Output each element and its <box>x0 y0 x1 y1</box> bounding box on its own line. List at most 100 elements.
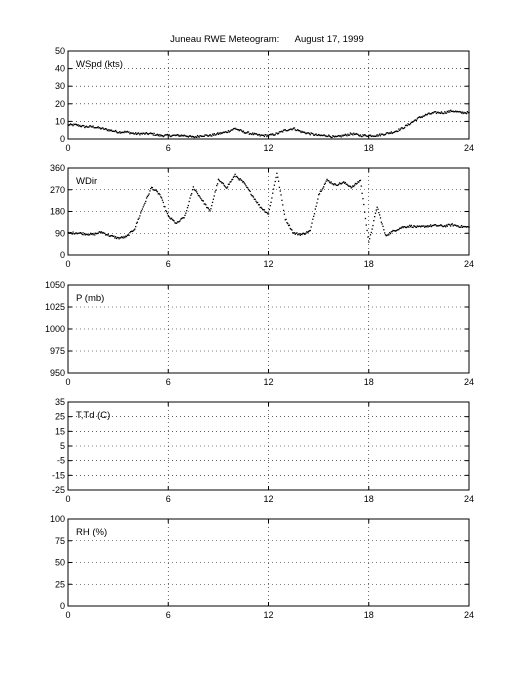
data-point <box>225 131 227 133</box>
data-point <box>402 127 404 130</box>
data-point <box>443 112 445 115</box>
data-point <box>221 132 223 135</box>
data-point <box>242 130 245 132</box>
data-point <box>393 229 395 232</box>
data-point <box>194 189 196 191</box>
data-point <box>101 232 103 234</box>
data-point <box>80 232 83 234</box>
data-point <box>277 180 280 182</box>
data-point <box>363 135 365 137</box>
data-point <box>186 210 188 212</box>
data-point <box>93 126 95 129</box>
data-point <box>196 191 198 193</box>
data-point <box>205 204 207 206</box>
data-point <box>328 181 331 183</box>
data-point <box>296 232 298 234</box>
data-point <box>300 131 302 134</box>
data-point <box>310 226 312 228</box>
data-point <box>378 134 380 136</box>
data-point <box>414 226 417 228</box>
data-point <box>68 124 70 127</box>
data-point <box>348 185 351 187</box>
panel-label: P (mb) <box>76 293 104 304</box>
data-point <box>82 124 84 127</box>
data-point <box>257 201 259 204</box>
data-point <box>172 134 174 136</box>
x-tick-label: 24 <box>464 259 474 269</box>
data-point <box>257 134 260 136</box>
data-point <box>119 131 121 133</box>
data-point <box>187 204 189 207</box>
data-point <box>84 126 86 129</box>
data-point <box>231 129 233 131</box>
data-point <box>426 225 428 227</box>
data-point <box>219 180 221 183</box>
data-point <box>71 233 73 235</box>
data-point <box>292 128 294 130</box>
data-point <box>282 209 285 212</box>
data-point <box>377 135 379 137</box>
data-point <box>178 221 180 223</box>
data-point <box>338 134 340 137</box>
data-point <box>167 214 169 217</box>
data-point <box>69 124 71 126</box>
data-point <box>297 129 299 131</box>
data-point <box>235 175 237 178</box>
data-point <box>317 198 319 200</box>
data-point <box>348 185 350 187</box>
data-point <box>125 235 128 238</box>
data-point <box>188 135 190 137</box>
y-tick-label: 1050 <box>45 280 65 290</box>
data-point <box>440 111 443 113</box>
data-point <box>77 232 79 234</box>
data-point <box>138 132 140 135</box>
data-point <box>393 131 395 134</box>
data-point <box>321 189 323 191</box>
data-point <box>135 132 137 134</box>
data-point <box>121 131 124 134</box>
data-point <box>463 111 465 114</box>
data-point <box>99 126 101 129</box>
data-point <box>191 193 193 195</box>
data-point <box>463 226 465 228</box>
data-point <box>88 234 90 236</box>
data-point <box>196 134 199 137</box>
data-point <box>434 224 436 226</box>
data-point <box>304 233 306 235</box>
data-point <box>402 226 404 229</box>
data-point <box>446 225 448 227</box>
data-point <box>294 233 296 235</box>
data-point <box>453 111 455 113</box>
data-point <box>385 132 387 134</box>
data-point <box>222 131 225 133</box>
data-point <box>392 229 394 232</box>
data-point <box>389 232 392 235</box>
x-tick-label: 18 <box>364 494 374 504</box>
data-point <box>140 212 142 214</box>
data-point <box>276 172 278 174</box>
data-point <box>313 215 315 217</box>
data-point <box>460 226 462 228</box>
x-tick-label: 12 <box>263 259 273 269</box>
data-point <box>103 128 105 131</box>
data-point <box>69 232 72 234</box>
x-tick-label: 12 <box>263 143 273 153</box>
data-point <box>290 128 292 130</box>
x-tick-label: 12 <box>263 377 273 387</box>
data-point <box>265 134 267 136</box>
data-point <box>301 233 303 236</box>
data-point <box>394 130 397 133</box>
data-point <box>94 234 96 236</box>
data-point <box>208 134 210 137</box>
data-point <box>200 197 202 200</box>
data-point <box>430 225 433 228</box>
data-point <box>368 241 370 243</box>
data-point <box>381 133 383 135</box>
data-point <box>353 184 356 186</box>
data-point <box>133 229 135 231</box>
data-point <box>170 135 173 137</box>
data-point <box>358 134 360 137</box>
data-point <box>76 233 78 235</box>
data-point <box>218 179 220 182</box>
data-point <box>240 129 242 131</box>
